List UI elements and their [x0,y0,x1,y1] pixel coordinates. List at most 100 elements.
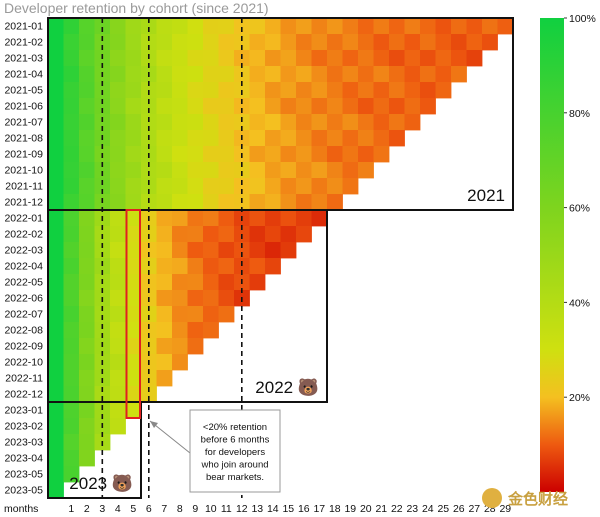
cohort-label: 2023-03 [4,437,43,449]
colorbar-tick-label: 100% [569,13,596,25]
heatmap-cell [141,178,157,195]
heatmap-cell [280,194,297,211]
heatmap-cell [187,146,204,163]
heatmap-cell [63,290,80,307]
heatmap-cell [48,354,64,371]
heatmap-cell [327,82,343,99]
heatmap-cell [342,146,359,163]
heatmap-cell [187,34,204,51]
heatmap-cell [110,402,126,419]
heatmap-cell [141,34,157,51]
heatmap-cell [172,82,188,99]
heatmap-cell [466,34,483,51]
heatmap-cell [79,194,95,211]
month-label: 11 [221,503,232,515]
cohort-group-box [47,209,328,403]
heatmap-cell [110,194,126,211]
heatmap-cell [79,274,95,291]
heatmap-cell [48,482,64,499]
month-label: 4 [115,503,121,515]
heatmap-cell [358,114,374,131]
heatmap-cell [94,306,111,323]
heatmap-cell [156,66,173,83]
heatmap-cell [296,210,312,227]
heatmap-cell [125,402,142,419]
heatmap-cell [187,50,204,67]
heatmap-cell [218,162,235,179]
heatmap-cell [187,130,204,147]
heatmap-cell [187,274,204,291]
heatmap-cell [94,18,111,35]
heatmap-cell [156,34,173,51]
cohort-label: 2021-12 [4,197,43,209]
heatmap-cell [420,82,436,99]
heatmap-cell [48,418,64,435]
heatmap-cell [187,322,204,339]
heatmap-cell [280,210,297,227]
month-label: 19 [344,503,356,515]
month-label: 23 [406,503,418,515]
heatmap-cell [125,50,142,67]
heatmap-cell [63,242,80,259]
heatmap-cell [79,98,95,115]
heatmap-cell [187,306,204,323]
heatmap-cell [358,98,374,115]
colorbar-tick-label: 20% [569,392,590,404]
heatmap-cell [125,66,142,83]
heatmap-cell [311,130,328,147]
heatmap-cell [296,226,312,243]
heatmap-cell [296,82,312,99]
heatmap-cell [249,258,266,275]
cohort-label: 2022-07 [4,309,43,321]
heatmap-cell [404,114,421,131]
heatmap-cell [125,242,142,259]
heatmap-cell [311,66,328,83]
heatmap-cell [203,18,219,35]
heatmap-cell [172,338,188,355]
heatmap-cell [203,274,219,291]
heatmap-cell [48,66,64,83]
heatmap-cell [296,98,312,115]
heatmap-cell [218,146,235,163]
heatmap-cell [79,130,95,147]
heatmap-cell [404,18,421,35]
heatmap-cell [156,18,173,35]
heatmap-cell [296,34,312,51]
heatmap-cell [172,210,188,227]
heatmap-cell [358,130,374,147]
heatmap-cell [79,210,95,227]
heatmap-cell [48,226,64,243]
heatmap-cell [203,290,219,307]
heatmap-cell [48,162,64,179]
cohort-label: 2023-02 [4,421,43,433]
heatmap-cell [63,162,80,179]
heatmap-cell [125,162,142,179]
cohort-group-label: 2021 [467,186,505,205]
heatmap-cell [311,98,328,115]
heatmap-cell [48,290,64,307]
heatmap-cells [48,18,514,499]
heatmap-cell [311,194,328,211]
heatmap-cell [125,258,142,275]
heatmap-cell [156,226,173,243]
bear-market-highlight-box [125,209,141,419]
heatmap-cell [156,322,173,339]
heatmap-cell [79,146,95,163]
cohort-label: 2021-01 [4,21,43,33]
cohort-label: 2023-05 [4,485,43,497]
heatmap-cell [280,162,297,179]
heatmap-cell [311,146,328,163]
heatmap-cell [280,50,297,67]
heatmap-cell [48,82,64,99]
cohort-label: 2021-05 [4,85,43,97]
heatmap-cell [172,34,188,51]
heatmap-cell [79,114,95,131]
month-label: 5 [130,503,136,515]
heatmap-cell [48,466,64,483]
heatmap-cell [63,98,80,115]
heatmap-cell [280,34,297,51]
heatmap-cell [187,210,204,227]
heatmap-cell [466,18,483,35]
heatmap-cell [187,162,204,179]
heatmap-cell [156,258,173,275]
